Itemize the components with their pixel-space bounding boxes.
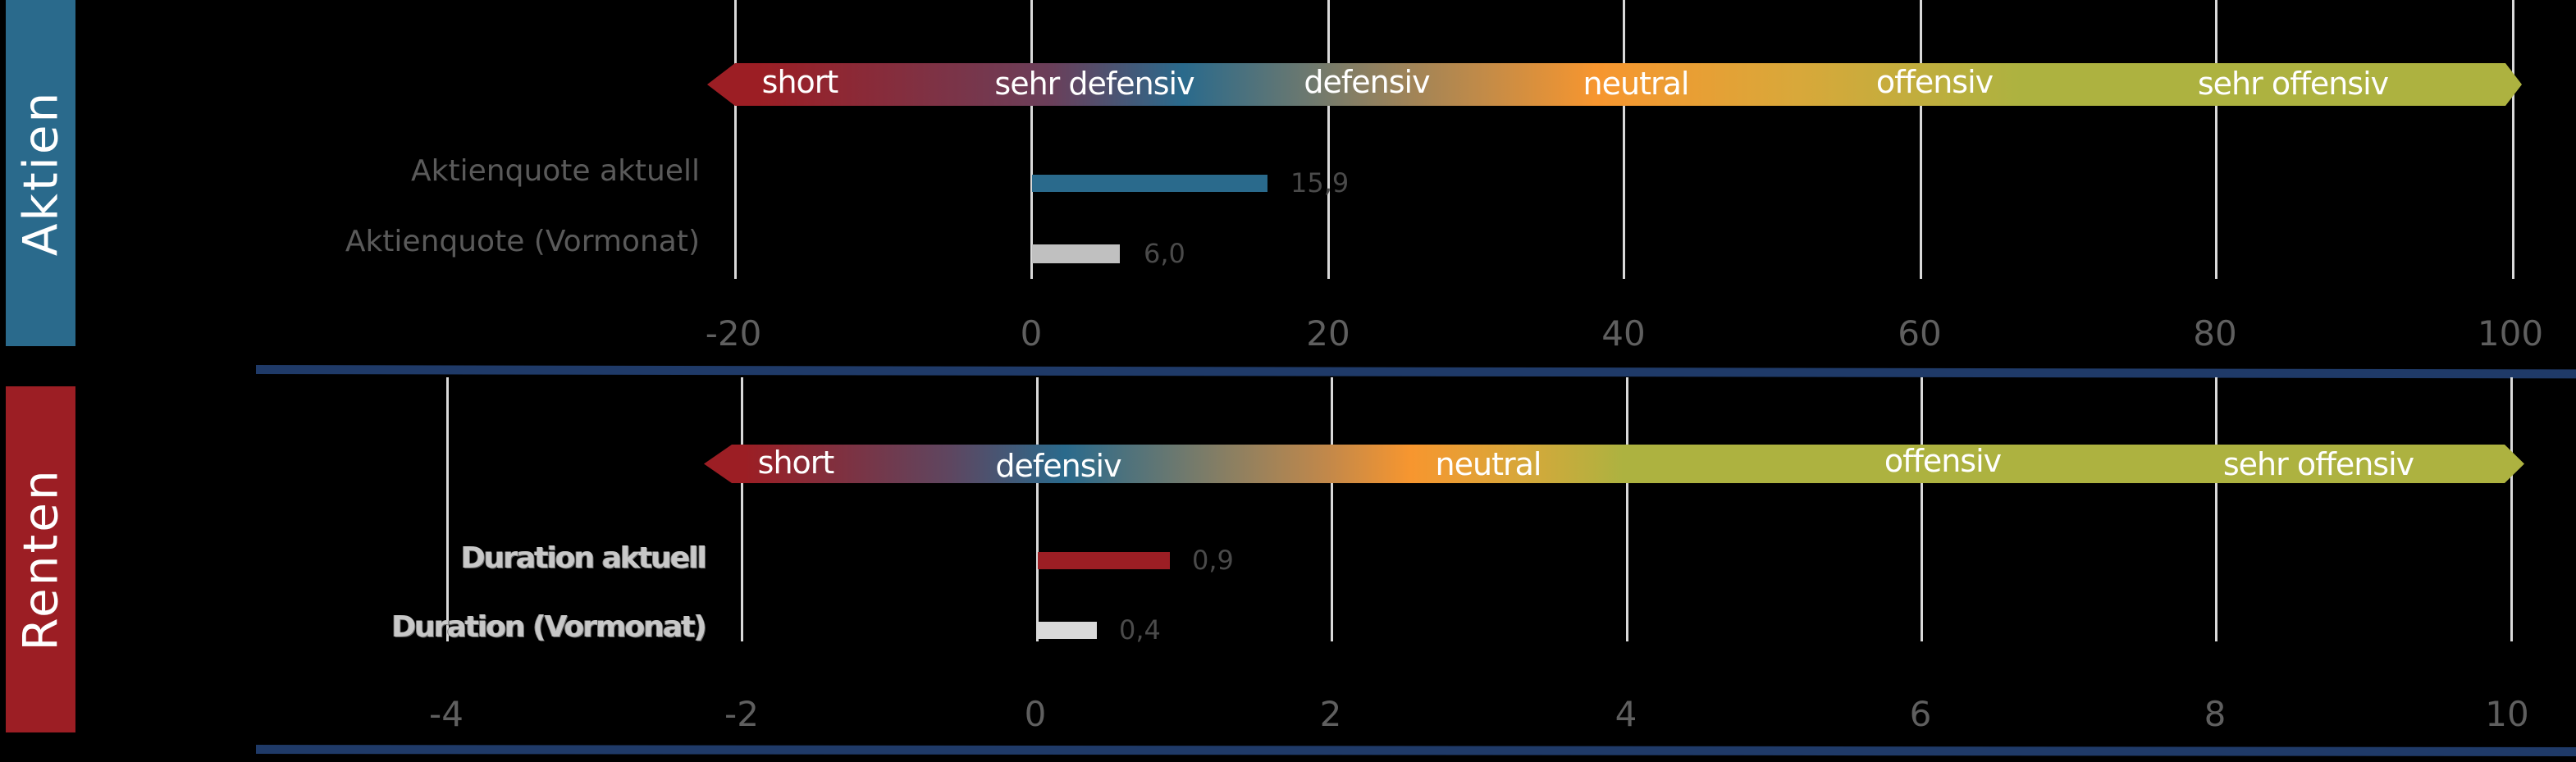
x-tick: 40 — [1601, 313, 1646, 354]
gridline — [2215, 0, 2217, 279]
aktien-tab: Aktien — [6, 0, 75, 346]
ribbon-label-offensiv: offensiv — [1875, 64, 1994, 100]
gridline — [1327, 0, 1330, 279]
x-tick: -4 — [429, 694, 464, 734]
ribbon-label-short: short — [761, 64, 839, 100]
gridline — [1626, 377, 1628, 641]
aktien-axis-divider — [255, 365, 2576, 379]
bar-aktienquote-aktuell — [1032, 175, 1267, 192]
category-label-aktienquote-vormonat: Aktienquote (Vormonat) — [345, 225, 700, 258]
ribbon-label-offensiv: offensiv — [1884, 443, 2002, 479]
gridline — [1030, 0, 1033, 279]
category-label-duration-aktuell: Duration aktuell — [460, 541, 707, 575]
gridline — [1623, 0, 1625, 279]
gridline — [446, 377, 449, 641]
gridline — [2215, 377, 2217, 641]
gridline — [2510, 377, 2513, 641]
x-tick: 6 — [1909, 694, 1932, 734]
value-label-duration-aktuell: 0,9 — [1192, 545, 1234, 576]
ribbon-label-sehr-defensiv: sehr defensiv — [994, 66, 1194, 102]
ribbon-label-sehr-offensiv: sehr offensiv — [2222, 446, 2414, 482]
bar-duration-aktuell — [1038, 552, 1170, 569]
gridline — [2512, 0, 2514, 279]
x-tick: 0 — [1020, 313, 1043, 354]
renten-tab: Renten — [6, 386, 75, 732]
gridline — [1036, 377, 1039, 641]
x-tick: -20 — [705, 313, 762, 354]
x-tick: 60 — [1898, 313, 1942, 354]
category-label-duration-vormonat: Duration (Vormonat) — [391, 610, 707, 644]
ribbon-label-defensiv: defensiv — [995, 448, 1121, 484]
value-label-aktienquote-vormonat: 6,0 — [1144, 238, 1185, 269]
category-label-aktienquote-aktuell: Aktienquote aktuell — [411, 154, 700, 188]
x-tick: 4 — [1615, 694, 1637, 734]
ribbon-label-neutral: neutral — [1583, 66, 1690, 102]
bar-duration-vormonat — [1038, 622, 1097, 639]
bar-aktienquote-vormonat — [1032, 244, 1120, 263]
gridline — [1920, 0, 1922, 279]
x-tick: 100 — [2477, 313, 2544, 354]
value-label-duration-vormonat: 0,4 — [1119, 614, 1161, 646]
x-tick: 8 — [2204, 694, 2227, 734]
x-tick: 20 — [1306, 313, 1350, 354]
ribbon-label-sehr-offensiv: sehr offensiv — [2197, 66, 2389, 102]
gridline — [741, 377, 743, 641]
x-tick: 80 — [2193, 313, 2237, 354]
x-tick: 2 — [1319, 694, 1342, 734]
renten-axis-divider — [255, 745, 2576, 756]
ribbon-label-short: short — [757, 445, 835, 481]
renten-scale-ribbon — [704, 445, 2524, 483]
gridline — [734, 0, 737, 279]
gridline — [1331, 377, 1333, 641]
ribbon-label-defensiv: defensiv — [1304, 64, 1430, 100]
x-tick: 0 — [1024, 694, 1047, 734]
aktien-scale-ribbon — [707, 63, 2522, 106]
x-tick: 10 — [2485, 694, 2529, 734]
x-tick: -2 — [724, 694, 759, 734]
gridline — [1921, 377, 1923, 641]
value-label-aktienquote-aktuell: 15,9 — [1290, 167, 1350, 198]
ribbon-label-neutral: neutral — [1435, 446, 1542, 482]
